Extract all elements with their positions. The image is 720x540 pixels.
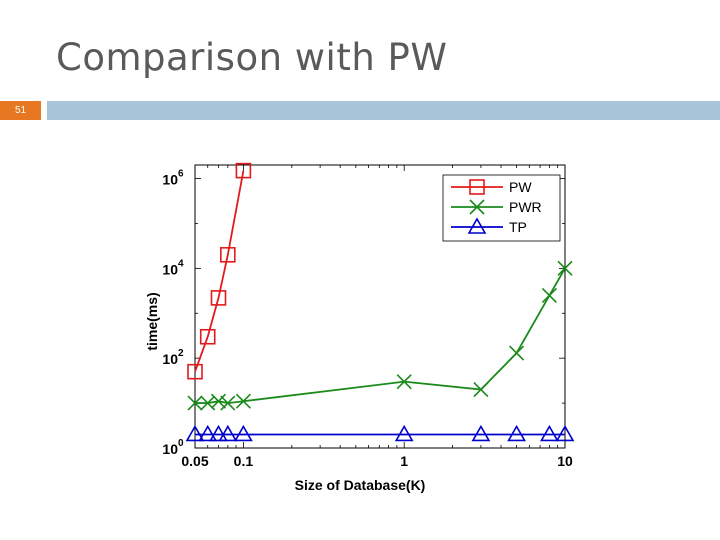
plot-frame <box>194 164 566 449</box>
point-pwr <box>509 345 525 361</box>
point-pwr <box>187 395 203 411</box>
point-tp <box>209 424 228 442</box>
legend-label-pw: PW <box>509 179 532 195</box>
point-pwr <box>235 393 251 409</box>
point-tp <box>555 424 575 442</box>
point-pw <box>187 363 203 380</box>
point-tp <box>198 424 218 442</box>
x-tick-label: 0.05 <box>181 453 208 469</box>
legend-marker-pwr <box>469 199 485 215</box>
point-pwr <box>396 374 412 390</box>
x-tick-label: 1 <box>400 453 408 469</box>
y-tick-label: 104 <box>162 258 184 277</box>
point-tp <box>507 424 526 442</box>
x-axis-label: Size of Database(K) <box>295 477 426 493</box>
legend-marker-tp <box>467 217 487 234</box>
point-tp <box>471 424 491 442</box>
slide-number-badge <box>0 101 41 120</box>
x-tick-label: 0.1 <box>234 453 254 469</box>
point-pwr <box>220 395 236 411</box>
legend-marker-pw <box>469 179 485 195</box>
slide-title: Comparison with PW <box>56 36 448 79</box>
point-pwr <box>210 393 227 409</box>
slide-number: 51 <box>14 105 27 116</box>
series-line-pw <box>194 170 245 373</box>
y-tick-label: 100 <box>162 438 184 457</box>
point-tp <box>394 424 414 442</box>
plot-area: 0.05 0.1 1 10 100 102 104 106 Size of Database(K… <box>144 162 575 493</box>
legend-label-tp: TP <box>509 219 527 235</box>
point-pwr <box>473 382 489 398</box>
point-tp <box>540 424 559 442</box>
point-pwr <box>557 260 573 276</box>
point-pwr <box>541 287 557 303</box>
point-tp <box>234 424 253 442</box>
point-tp <box>218 424 238 442</box>
series-line-pwr <box>195 267 566 404</box>
y-tick-label: 102 <box>162 348 184 367</box>
point-pw <box>220 247 236 263</box>
point-pw <box>210 290 227 306</box>
chart: 0.05 0.1 1 10 100 102 104 106 Size of Database(K… <box>144 162 575 493</box>
y-axis-label: time(ms) <box>144 292 160 350</box>
x-tick-label: 10 <box>557 453 573 469</box>
point-pw <box>235 162 252 179</box>
legend-box <box>442 174 561 242</box>
point-pw <box>199 328 216 345</box>
y-tick-label: 106 <box>162 169 184 188</box>
point-tp <box>185 424 205 442</box>
legend-label-pwr: PWR <box>509 199 542 215</box>
header-bar <box>47 101 720 120</box>
